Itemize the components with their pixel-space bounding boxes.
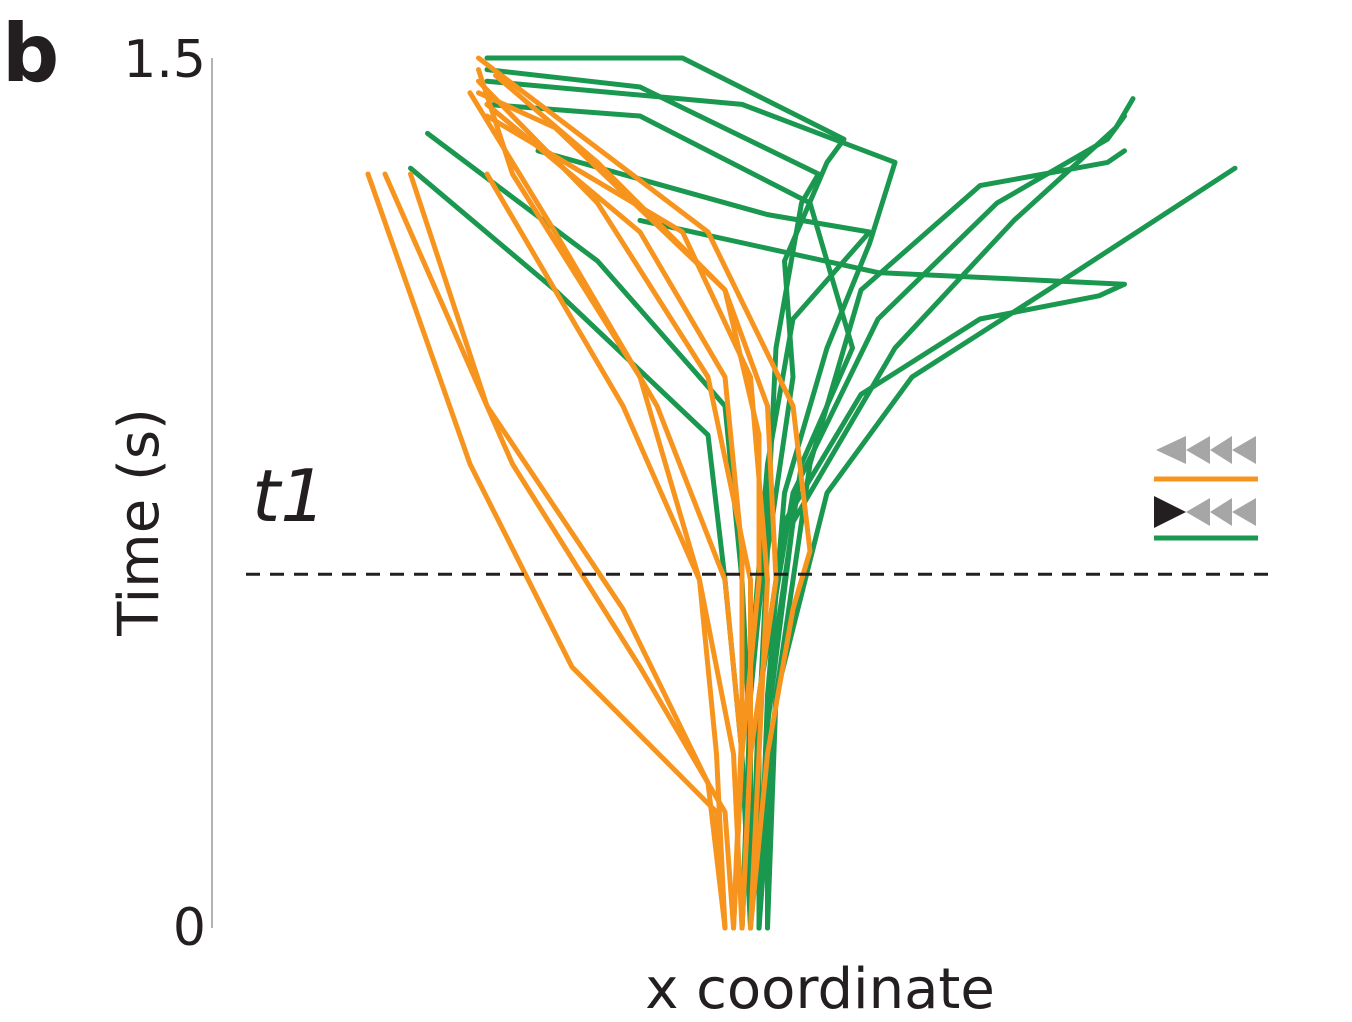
legend-gray-arrowhead-icon <box>1210 436 1232 464</box>
legend-gray-arrowhead-icon <box>1232 498 1256 526</box>
panel-label: b <box>2 7 60 100</box>
legend-gray-arrowhead-icon <box>1186 498 1210 526</box>
orange-trajectory-10 <box>476 55 813 931</box>
legend-gray-arrowhead-icon <box>1156 436 1186 464</box>
legend <box>1154 436 1258 541</box>
trajectory-traces <box>365 55 1238 931</box>
orange-trajectory-3 <box>484 171 745 931</box>
green-trajectory-10 <box>484 78 898 931</box>
orange-trajectory-5 <box>476 67 728 931</box>
green-trajectory-8 <box>484 67 821 931</box>
x-axis-label: x coordinate <box>645 957 995 1022</box>
legend-black-arrowhead-icon <box>1154 496 1186 528</box>
orange-trajectory-2 <box>408 171 728 931</box>
t1-annotation: t1 <box>252 454 327 538</box>
legend-item-gray-arrowheads <box>1154 436 1258 482</box>
green-trajectory-11 <box>484 101 855 931</box>
y-tick-top: 1.5 <box>123 30 206 90</box>
green-trajectory-1 <box>425 130 753 931</box>
orange-trajectory-1 <box>382 171 736 931</box>
green-trajectory-5 <box>765 165 1238 931</box>
y-tick-bottom: 0 <box>172 898 206 958</box>
legend-gray-arrowhead-icon <box>1210 498 1232 526</box>
green-trajectory-0 <box>408 165 753 931</box>
orange-trajectory-9 <box>493 72 779 931</box>
legend-gray-arrowhead-icon <box>1232 436 1256 464</box>
orange-trajectory-11 <box>476 90 762 931</box>
legend-gray-arrowhead-icon <box>1186 436 1210 464</box>
legend-item-black-arrowhead <box>1154 496 1258 541</box>
